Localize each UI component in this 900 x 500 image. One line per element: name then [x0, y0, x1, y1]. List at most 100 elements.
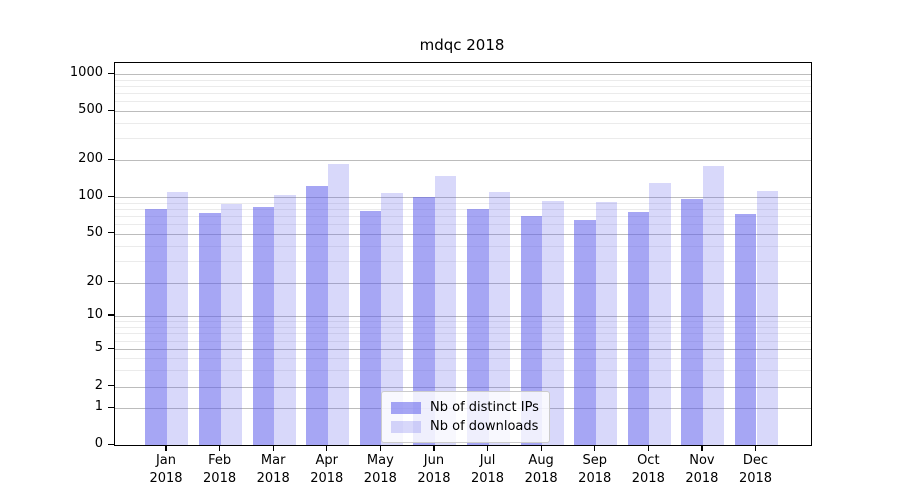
y-tick-label-1: 1: [94, 399, 103, 415]
x-tick-mark-mar: [272, 445, 274, 452]
gridline-8: [115, 326, 811, 328]
bar-downloads-sep: [595, 202, 618, 445]
y-tick-label-100: 100: [78, 188, 103, 203]
x-tick-label-nov: Nov 2018: [685, 453, 719, 486]
bar-distinct-ips-dec: [734, 214, 757, 445]
gridline-500: [115, 111, 811, 113]
gridline-600: [115, 101, 811, 103]
x-tick-mark-jul: [487, 445, 489, 452]
gridline-60: [115, 224, 811, 226]
y-tick-label-200: 200: [78, 151, 103, 167]
legend-label-distinct-ips: Nb of distinct IPs: [430, 400, 539, 415]
gridline-9: [115, 321, 811, 323]
bar-downloads-nov: [702, 165, 725, 445]
gridline-800: [115, 86, 811, 88]
legend-swatch-distinct-ips: [391, 401, 421, 414]
y-tick-label-1000: 1000: [69, 65, 103, 81]
gridline-2: [115, 386, 811, 388]
y-tick-label-0: 0: [94, 436, 103, 451]
bar-downloads-feb: [220, 203, 243, 445]
y-tick-label-20: 20: [86, 273, 103, 289]
y-tick-mark-5: [108, 347, 114, 349]
gridline-70: [115, 215, 811, 217]
y-tick-label-2: 2: [94, 377, 103, 393]
x-tick-label-aug: Aug 2018: [524, 453, 558, 486]
y-tick-mark-2: [108, 385, 114, 387]
x-tick-mark-jan: [165, 445, 167, 452]
gridline-80: [115, 208, 811, 210]
gridline-20: [115, 282, 811, 284]
gridline-4: [115, 358, 811, 360]
y-tick-label-50: 50: [86, 224, 103, 240]
gridline-100: [115, 197, 811, 198]
bar-downloads-jun: [434, 175, 457, 445]
y-tick-mark-50: [108, 232, 114, 234]
bar-distinct-ips-apr: [306, 186, 328, 445]
y-tick-mark-1000: [108, 72, 114, 74]
gridline-10: [115, 315, 811, 317]
y-tick-mark-100: [108, 195, 114, 197]
x-tick-label-apr: Apr 2018: [310, 453, 344, 486]
gridline-900: [115, 79, 811, 81]
gridline-300: [115, 138, 811, 140]
chart-title: mdqc 2018: [419, 36, 505, 54]
legend-label-downloads: Nb of downloads: [430, 419, 539, 434]
x-tick-label-mar: Mar 2018: [256, 453, 290, 486]
bar-downloads-dec: [756, 191, 778, 445]
y-tick-mark-10: [108, 314, 114, 316]
x-tick-mark-jun: [433, 445, 435, 452]
x-tick-label-jan: Jan 2018: [149, 453, 183, 486]
bar-distinct-ips-jan: [145, 208, 167, 445]
x-tick-mark-apr: [326, 445, 328, 452]
x-tick-label-may: May 2018: [363, 453, 397, 486]
x-tick-mark-aug: [540, 445, 542, 452]
legend-row-distinct-ips: Nb of distinct IPs: [391, 398, 539, 417]
gridline-3: [115, 370, 811, 372]
gridline-400: [115, 123, 811, 125]
bar-distinct-ips-aug: [520, 215, 543, 445]
legend-row-downloads: Nb of downloads: [391, 417, 539, 436]
bar-distinct-ips-feb: [199, 212, 221, 445]
x-tick-label-feb: Feb 2018: [203, 453, 237, 486]
bar-downloads-aug: [542, 200, 564, 445]
bar-distinct-ips-may: [359, 210, 382, 445]
bar-distinct-ips-jul: [467, 208, 489, 445]
x-tick-mark-feb: [219, 445, 221, 452]
gridline-90: [115, 202, 811, 204]
y-tick-mark-0: [108, 443, 114, 445]
plot-area: Nb of distinct IPs Nb of downloads: [114, 62, 812, 446]
bar-distinct-ips-jun: [413, 197, 435, 445]
bar-downloads-oct: [649, 183, 671, 445]
x-tick-mark-may: [379, 445, 382, 452]
x-tick-label-dec: Dec 2018: [738, 453, 773, 486]
x-tick-mark-oct: [647, 445, 649, 452]
legend: Nb of distinct IPs Nb of downloads: [381, 391, 550, 443]
legend-swatch-downloads: [391, 420, 421, 433]
x-tick-mark-sep: [594, 445, 596, 452]
gridline-1000: [115, 74, 811, 76]
y-tick-label-5: 5: [94, 340, 103, 356]
x-tick-mark-nov: [701, 445, 703, 452]
x-tick-mark-dec: [755, 445, 757, 452]
bar-downloads-may: [381, 193, 403, 445]
bar-distinct-ips-oct: [627, 212, 650, 445]
gridline-50: [115, 233, 811, 235]
gridline-7: [115, 333, 811, 335]
x-tick-label-jun: Jun 2018: [417, 453, 451, 486]
y-tick-label-10: 10: [86, 306, 103, 322]
bar-distinct-ips-mar: [252, 206, 275, 445]
bar-downloads-apr: [327, 164, 350, 445]
gridline-5: [115, 349, 811, 351]
x-tick-label-oct: Oct 2018: [631, 453, 665, 486]
gridline-200: [115, 160, 811, 162]
bar-downloads-mar: [274, 194, 296, 445]
bar-downloads-jul: [488, 191, 511, 445]
y-tick-mark-200: [108, 158, 114, 160]
bar-distinct-ips-nov: [681, 199, 703, 445]
x-tick-label-sep: Sep 2018: [578, 453, 612, 486]
bar-distinct-ips-sep: [574, 219, 596, 445]
y-tick-label-500: 500: [78, 102, 103, 118]
gridline-6: [115, 340, 811, 342]
y-tick-mark-20: [108, 281, 114, 283]
